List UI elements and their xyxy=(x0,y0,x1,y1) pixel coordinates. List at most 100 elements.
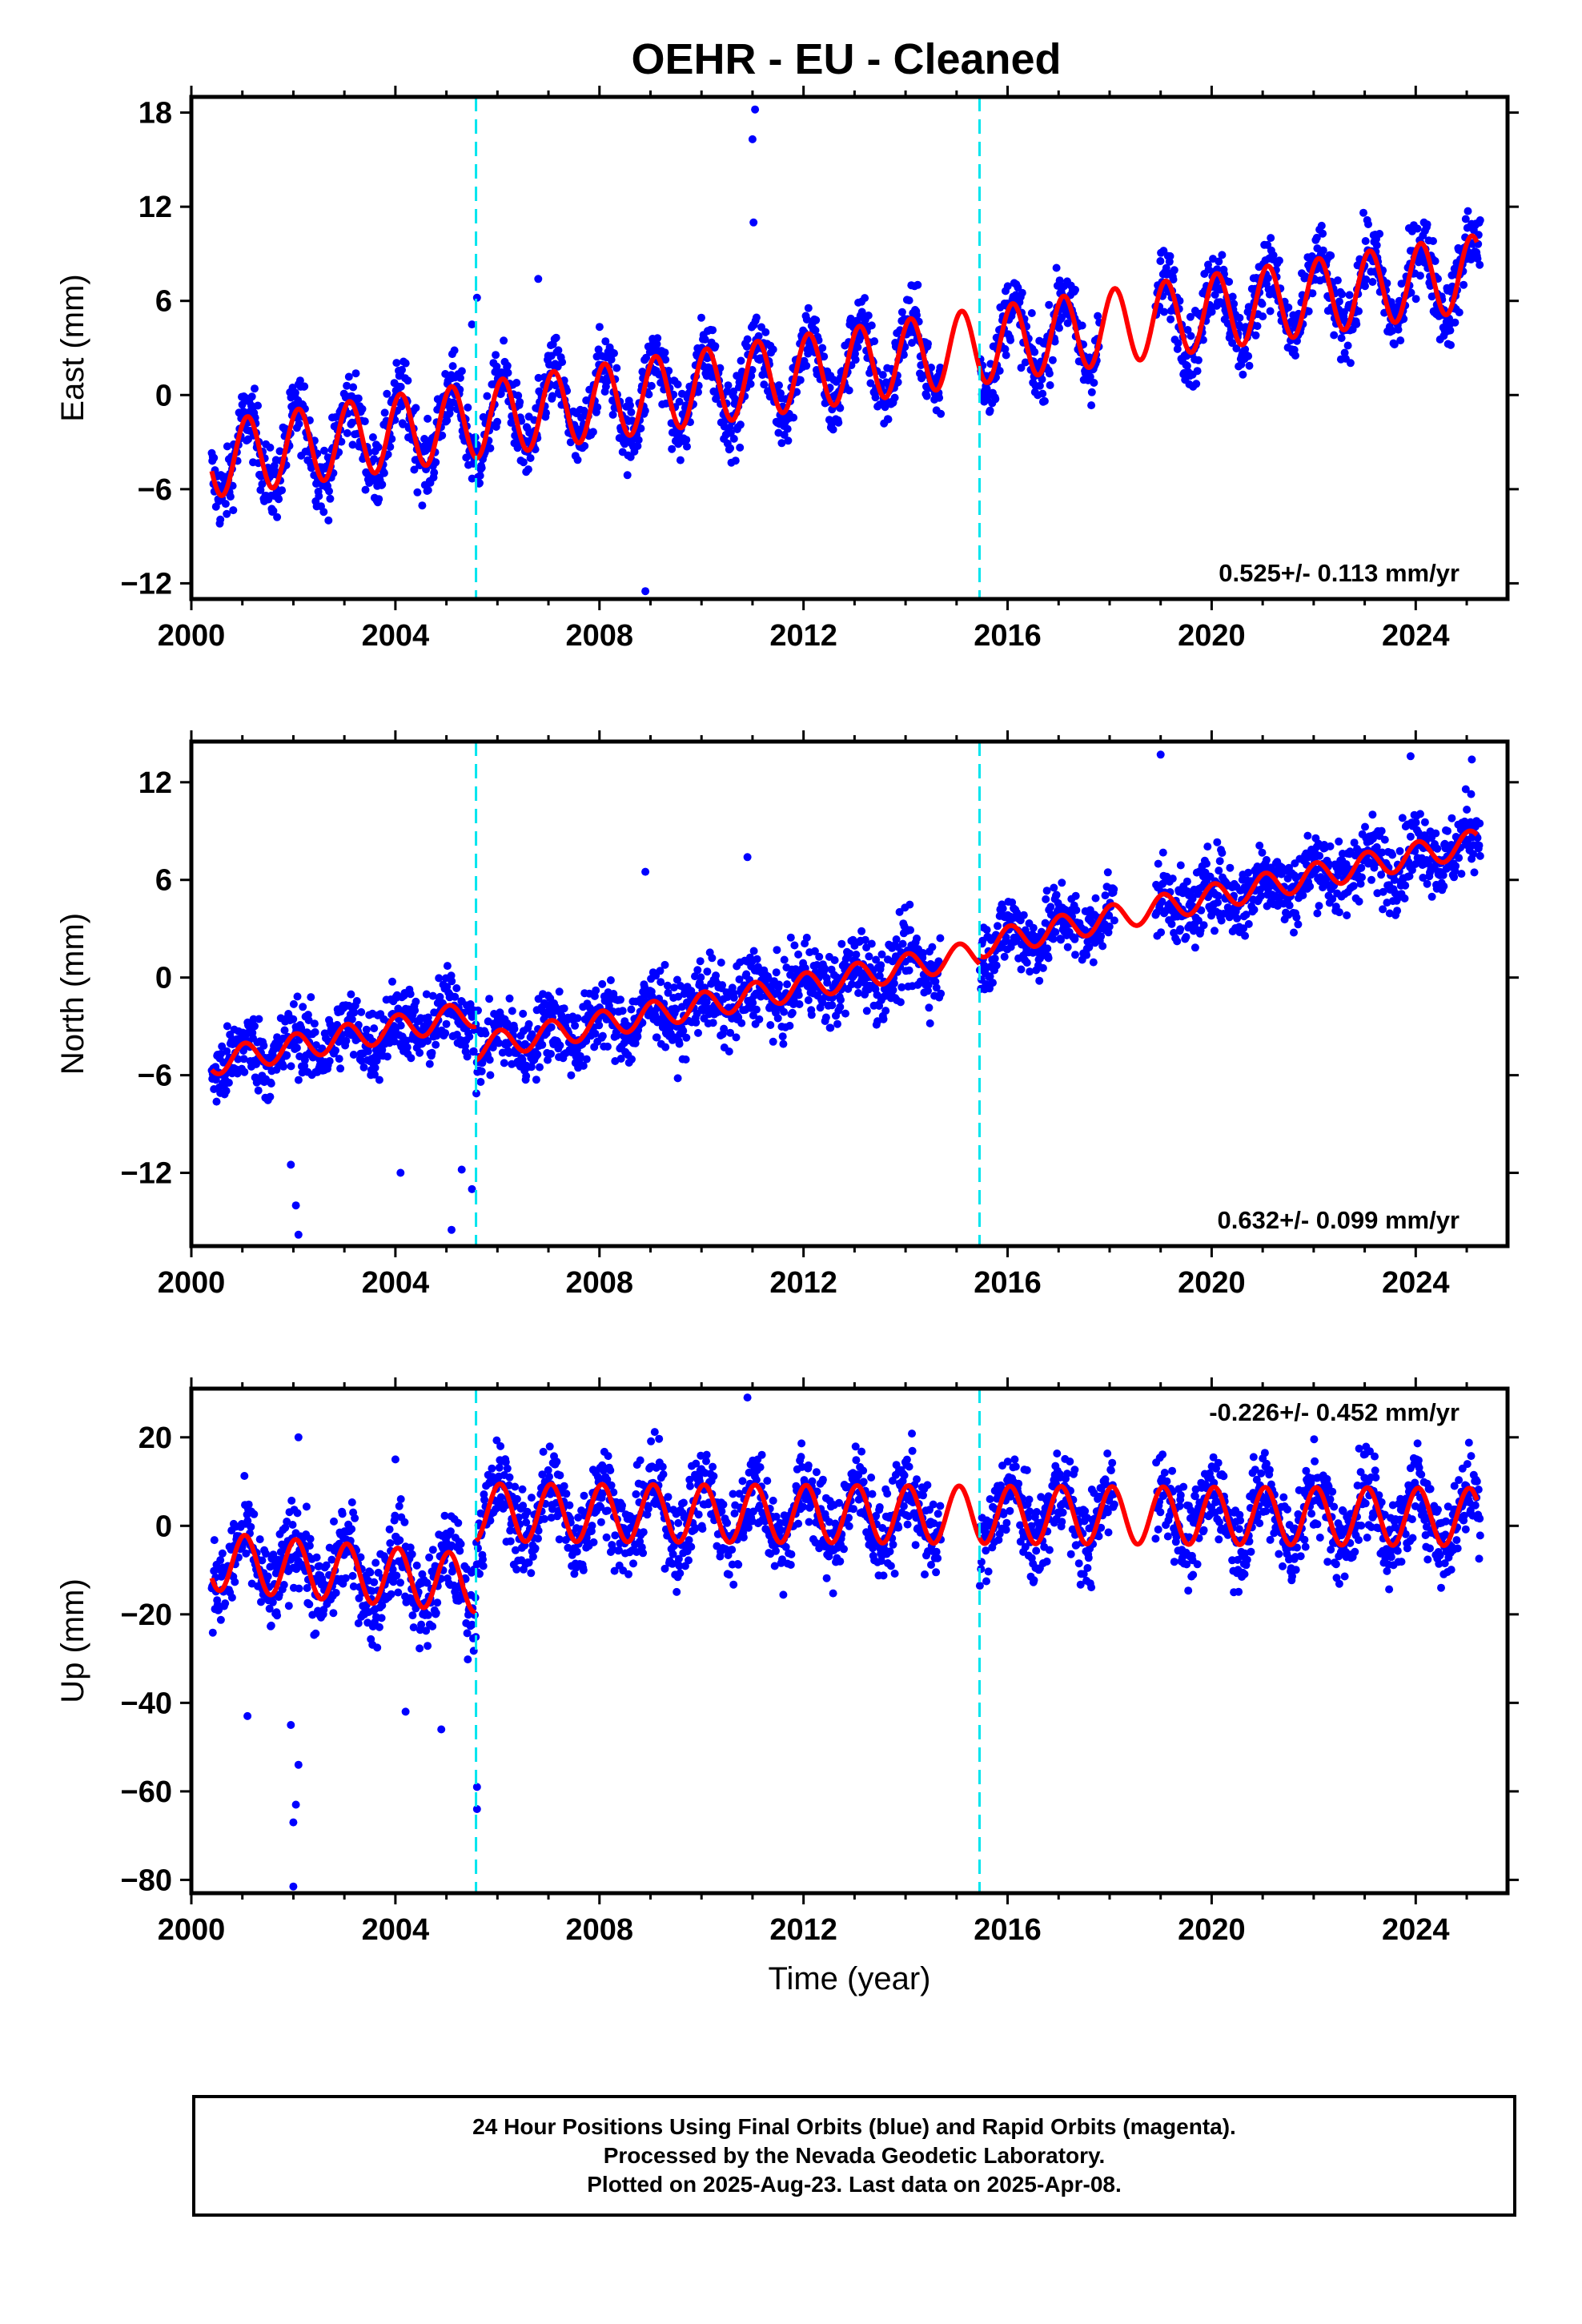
data-point xyxy=(1306,882,1315,891)
data-point xyxy=(399,420,408,428)
data-point xyxy=(1455,854,1464,862)
data-point xyxy=(1213,838,1222,846)
outlier-point xyxy=(1406,752,1415,761)
data-point xyxy=(1451,318,1460,327)
y-tick-label: 6 xyxy=(155,864,172,898)
data-point xyxy=(438,431,447,440)
data-point xyxy=(343,381,351,390)
data-point xyxy=(278,486,287,495)
data-point xyxy=(1335,297,1343,306)
data-point xyxy=(1393,907,1402,915)
data-point xyxy=(514,392,523,400)
data-point xyxy=(1217,916,1226,925)
data-point xyxy=(1253,322,1262,331)
data-point xyxy=(354,394,363,403)
data-point xyxy=(789,413,798,422)
data-point xyxy=(796,376,805,384)
data-point xyxy=(1429,237,1437,245)
data-point xyxy=(1475,841,1484,850)
data-point xyxy=(1275,256,1283,265)
data-point xyxy=(826,1023,835,1032)
data-point xyxy=(769,1037,777,1046)
data-point xyxy=(338,1510,347,1518)
data-point xyxy=(718,981,727,990)
data-point xyxy=(208,1628,217,1637)
data-point xyxy=(406,990,415,999)
data-point xyxy=(1315,902,1323,911)
data-point xyxy=(725,1047,733,1055)
data-point xyxy=(661,1043,670,1051)
data-points xyxy=(207,750,1484,1239)
data-point xyxy=(905,966,913,975)
data-point xyxy=(375,495,383,504)
data-point xyxy=(331,1046,339,1055)
data-point xyxy=(1052,263,1061,272)
data-point xyxy=(1044,954,1053,963)
data-point xyxy=(377,1614,386,1622)
data-point xyxy=(1292,913,1301,922)
data-point xyxy=(351,1514,359,1522)
data-point xyxy=(1166,251,1174,260)
data-point xyxy=(729,993,738,1002)
data-point xyxy=(259,1041,268,1050)
data-point xyxy=(626,401,634,409)
data-point xyxy=(311,1027,319,1036)
data-point xyxy=(500,336,508,345)
data-point xyxy=(294,1076,303,1084)
data-point xyxy=(1176,861,1185,870)
data-point xyxy=(778,1032,787,1041)
data-point xyxy=(1030,348,1039,356)
data-point xyxy=(794,991,803,999)
data-point xyxy=(1215,866,1223,875)
data-point xyxy=(652,1033,661,1042)
data-point xyxy=(749,947,758,955)
y-tick-label: 0 xyxy=(155,379,172,412)
data-point xyxy=(407,1054,416,1063)
data-point xyxy=(878,371,887,380)
x-tick-label: 2008 xyxy=(565,619,633,653)
data-point xyxy=(210,1536,219,1545)
data-point xyxy=(1262,855,1271,864)
data-point xyxy=(1400,894,1409,903)
data-point xyxy=(1258,300,1267,308)
data-point xyxy=(331,1589,340,1597)
data-point xyxy=(275,447,284,456)
data-point xyxy=(560,1004,568,1013)
data-point xyxy=(852,951,861,959)
data-point xyxy=(836,1003,845,1011)
data-point xyxy=(717,959,725,967)
data-point xyxy=(696,957,705,966)
data-point xyxy=(612,364,621,372)
data-point xyxy=(452,984,461,992)
data-point xyxy=(485,995,494,1003)
data-point xyxy=(373,1643,382,1652)
data-point xyxy=(1018,288,1026,297)
data-point xyxy=(841,1009,849,1018)
data-point xyxy=(392,1571,401,1580)
data-point xyxy=(879,1015,888,1023)
data-point xyxy=(247,392,256,401)
data-point xyxy=(701,335,709,344)
data-point xyxy=(229,506,238,515)
data-point xyxy=(347,1498,356,1506)
plot-frame xyxy=(189,739,1510,1248)
data-point xyxy=(325,1057,334,1065)
data-point xyxy=(1326,842,1335,850)
data-point xyxy=(358,404,367,413)
data-point xyxy=(500,1059,508,1068)
data-point xyxy=(1101,891,1110,900)
data-point xyxy=(1285,901,1294,910)
data-point xyxy=(492,362,501,371)
data-point xyxy=(266,1092,275,1101)
data-point xyxy=(737,356,745,365)
data-point xyxy=(1358,873,1366,882)
data-point xyxy=(311,1629,320,1638)
data-point xyxy=(1226,863,1235,872)
data-point xyxy=(603,376,612,385)
data-point xyxy=(1103,868,1112,877)
data-point xyxy=(223,442,231,451)
x-tick-label: 2020 xyxy=(1178,1266,1246,1300)
data-point xyxy=(1423,879,1431,888)
y-tick-label: −6 xyxy=(138,473,172,507)
outlier-point xyxy=(468,1184,476,1193)
